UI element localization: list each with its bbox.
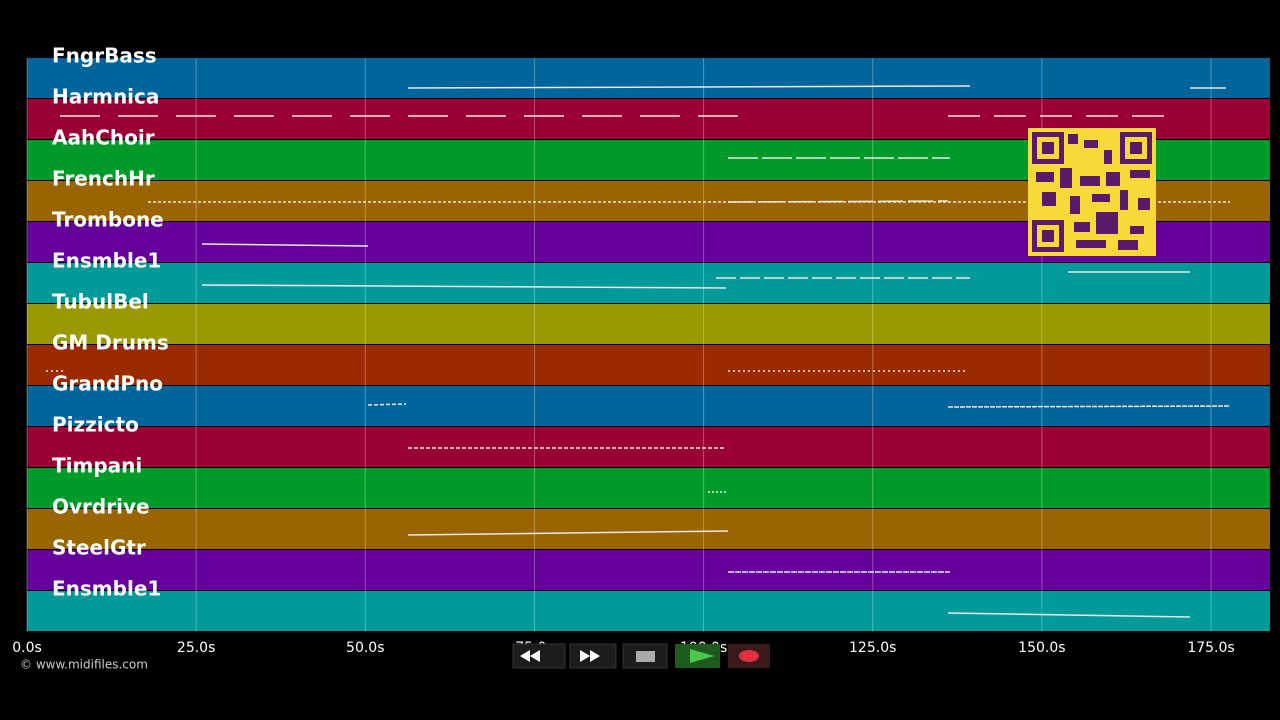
track-label: FngrBass [52,44,157,68]
track-label: Ovrdrive [52,495,150,519]
track-label: Pizzicto [52,413,139,437]
note-run [201,284,727,289]
note-run [727,200,949,203]
track-lane [27,509,1270,549]
stop-icon [636,651,655,662]
track-label: Timpani [52,454,142,478]
note-run [947,612,1191,618]
tick-label: 25.0s [177,640,215,656]
track-lane [27,550,1270,590]
track-label: TubulBel [52,290,149,314]
record-icon [739,650,759,662]
track-lane [27,427,1270,467]
tick-label: 125.0s [849,640,896,656]
track-label: AahChoir [52,126,155,150]
track-lane [27,304,1270,344]
note-run [407,530,729,536]
tick-label: 150.0s [1018,640,1065,656]
forward-icon [580,650,600,662]
track-lane [27,263,1270,303]
track-label: GM Drums [52,331,169,355]
qr-code [1028,128,1156,256]
track-lane [27,345,1270,385]
play-icon [690,649,714,663]
track-label: Trombone [52,208,164,232]
note-run [947,405,1231,408]
track-label: Ensmble1 [52,577,161,601]
track-lane [27,468,1270,508]
tick-label: 50.0s [346,640,384,656]
copyright: © www.midifiles.com [20,658,148,672]
rewind-icon [520,650,540,662]
track-labels: FngrBass Harmnica AahChoir FrenchHr Trombone… [52,44,169,601]
track-label: Ensmble1 [52,249,161,273]
tick-label: 0.0s [12,640,42,656]
tick-label: 175.0s [1187,640,1234,656]
track-label: SteelGtr [52,536,146,560]
time-grid [26,58,1212,632]
note-run [367,403,407,406]
track-label: Harmnica [52,85,159,109]
track-lane [27,591,1270,631]
track-label: GrandPno [52,372,163,396]
note-run [201,243,369,247]
track-lane [27,58,1270,98]
track-label: FrenchHr [52,167,155,191]
transport-controls [512,643,770,669]
note-run [407,85,971,89]
